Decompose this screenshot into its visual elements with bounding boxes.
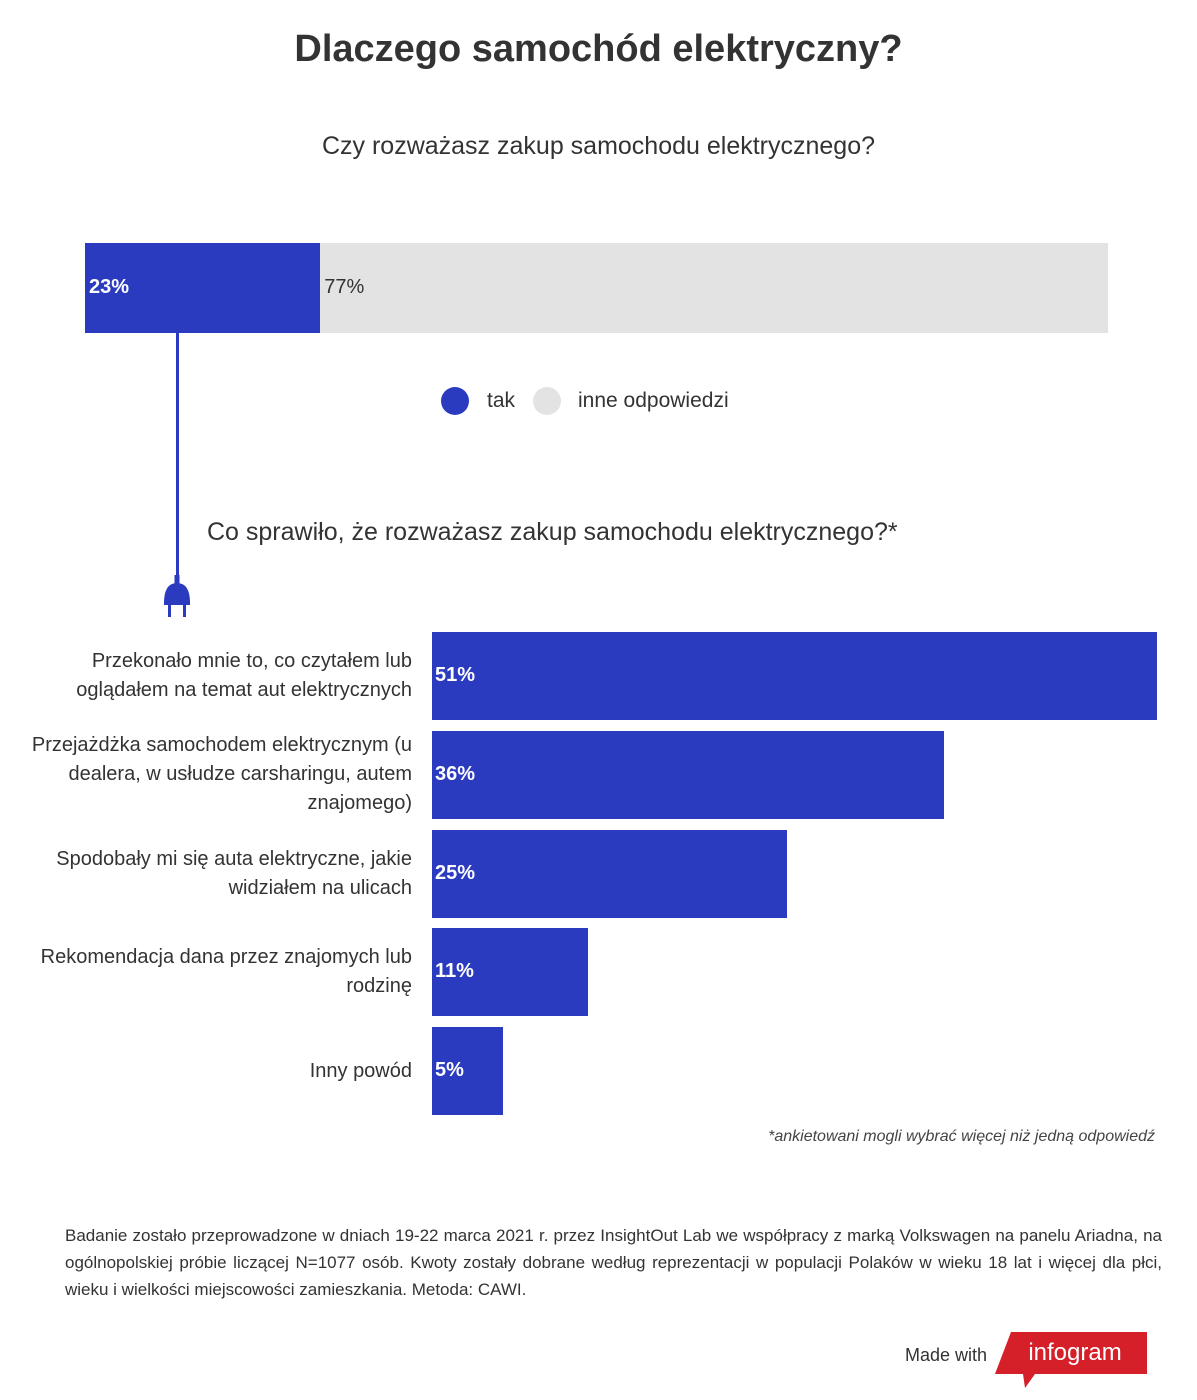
category-label: Rekomendacja dana przez znajomych lub ro… — [40, 946, 412, 998]
stacked-segment-tak: 23% — [85, 243, 321, 333]
footnote: *ankietowani mogli wybrać więcej niż jed… — [768, 1128, 1155, 1145]
page-title: Dlaczego samochód elektryczny? — [294, 28, 903, 70]
plug-icon — [164, 575, 190, 617]
category-label: Spodobały mi się auta elektryczne, jakie… — [56, 847, 412, 899]
category-label: Przekonało mnie to, co czytałem lub oglą… — [76, 650, 412, 701]
methodology-text: Badanie zostało przeprowadzone w dniach … — [65, 1226, 1162, 1299]
infogram-logo[interactable]: infogram — [995, 1332, 1150, 1390]
legend-swatch-tak — [441, 387, 469, 415]
bar: 25% — [432, 829, 788, 918]
bar: 5% — [432, 1027, 504, 1116]
stacked-bar: 23% 77% — [85, 243, 1108, 333]
chart1-title: Czy rozważasz zakup samochodu elektryczn… — [321, 132, 876, 160]
bar: 36% — [432, 730, 944, 819]
chart2-title: Co sprawiło, że rozważasz zakup samochod… — [207, 518, 898, 546]
bar-value-label: 51% — [435, 664, 476, 686]
segment-label: 77% — [324, 276, 365, 298]
bar-value-label: 5% — [435, 1059, 464, 1082]
legend-label-inne: inne odpowiedzi — [578, 389, 729, 412]
bar-value-label: 25% — [435, 861, 476, 884]
legend-swatch-inne — [533, 387, 561, 415]
made-with-label: Made with — [905, 1345, 988, 1365]
category-label: Przejażdżka samochodem elektrycznym (u d… — [31, 734, 412, 815]
bar: 11% — [432, 928, 589, 1017]
brand-text: infogram — [1028, 1339, 1121, 1366]
segment-label: 23% — [89, 276, 130, 298]
bar-value-label: 36% — [435, 762, 476, 785]
stacked-segment-inne: 77% — [320, 243, 1108, 333]
category-label: Inny powód — [309, 1059, 412, 1082]
legend-label-tak: tak — [487, 389, 516, 412]
bar-value-label: 11% — [435, 960, 474, 983]
bar: 51% — [432, 632, 1157, 720]
cable-line — [176, 333, 179, 588]
